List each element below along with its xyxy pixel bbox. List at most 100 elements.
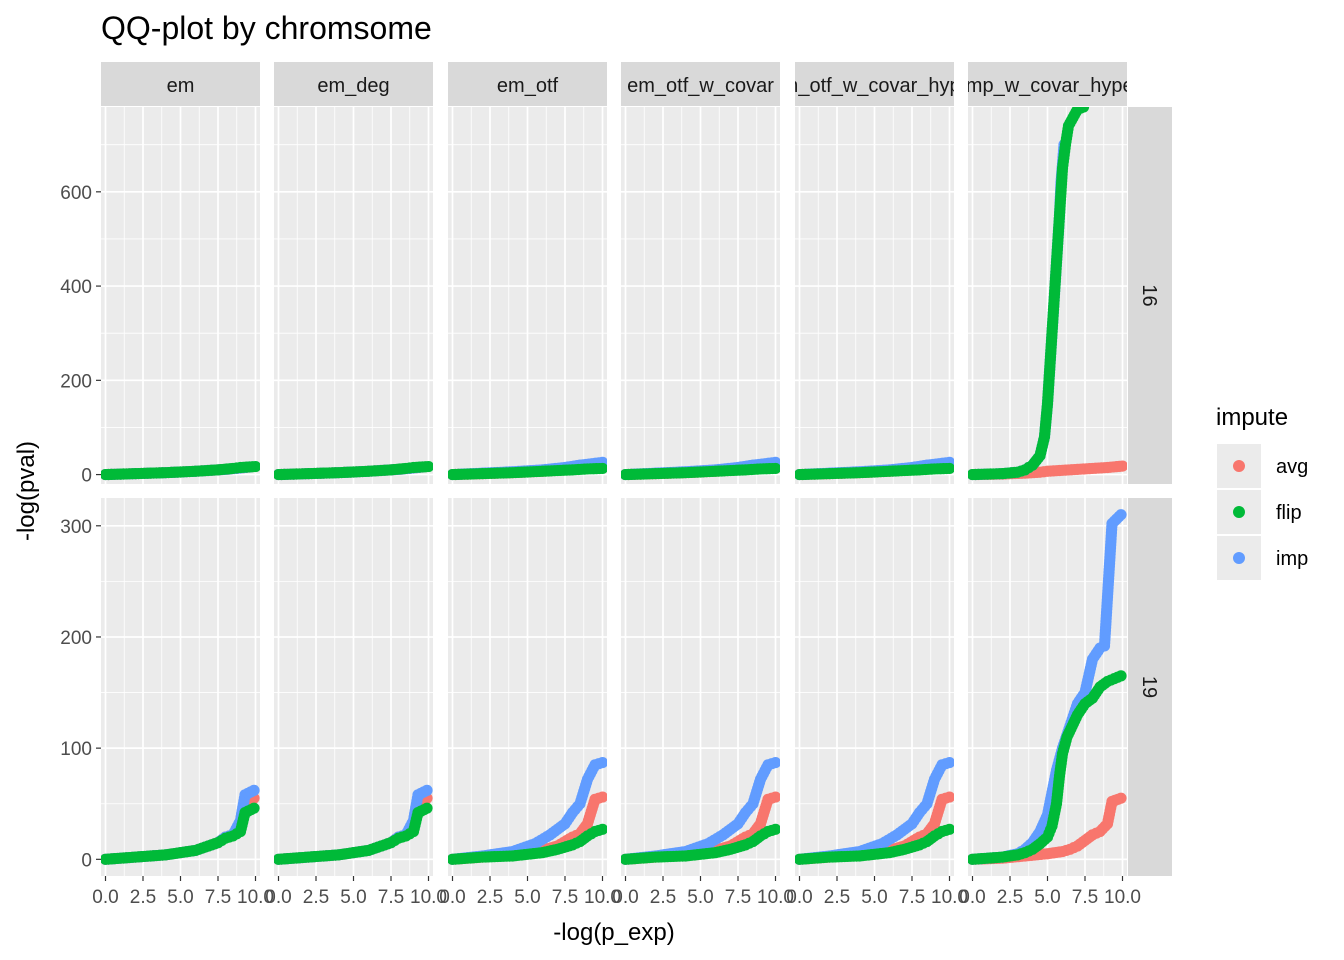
series-flip — [101, 460, 260, 481]
facet-grid — [101, 107, 1127, 876]
facet-column-label: emp_w_covar_hyper — [955, 75, 1141, 97]
legend-marker-avg — [1233, 460, 1245, 472]
series-flip — [968, 107, 1090, 481]
x-tick-label: 7.5 — [899, 887, 925, 908]
x-tick-label: 0.0 — [92, 887, 118, 908]
x-tick-label: 7.5 — [1072, 887, 1098, 908]
x-tick-label: 0.0 — [786, 887, 812, 908]
panel-points — [101, 784, 260, 865]
strip-background — [1128, 107, 1172, 484]
data-point-avg — [596, 791, 607, 803]
chart-title: QQ-plot by chromsome — [101, 10, 432, 46]
data-point-imp — [943, 757, 954, 769]
legend-item-flip: flip — [1217, 490, 1302, 534]
x-tick-label: 7.5 — [725, 887, 751, 908]
panel-points — [968, 107, 1127, 481]
facet-panel — [448, 498, 607, 876]
x-tick-label: 5.0 — [1034, 887, 1060, 908]
facet-column-label: em_otf_w_covar_hyper — [771, 75, 979, 97]
x-tick-label: 5.0 — [514, 887, 540, 908]
facet-panel — [968, 107, 1127, 484]
data-point-flip — [596, 462, 607, 475]
facet-strip-row: 19 — [1128, 498, 1172, 876]
x-tick-label: 0.0 — [959, 887, 985, 908]
x-tick-label: 10.0 — [410, 887, 447, 908]
data-point-flip — [248, 802, 260, 814]
panel-points — [795, 456, 954, 481]
x-axis-title: -log(p_exp) — [553, 919, 674, 946]
panel-points — [274, 784, 433, 865]
facet-strip-column: em_otf_w_covar — [621, 62, 780, 106]
panel-points — [621, 456, 780, 481]
facet-panel — [448, 107, 607, 484]
facet-strip-column: em_deg — [274, 62, 433, 106]
strip-background — [795, 62, 954, 106]
facet-strip-column: em_otf_w_covar_hyper — [771, 62, 979, 106]
data-point-flip — [596, 823, 607, 835]
facet-panel — [101, 107, 260, 484]
facet-strip-column: em_otf — [448, 62, 607, 106]
x-tick-label: 5.0 — [687, 887, 713, 908]
facet-strips: em em_deg em_otf em_otf_w_covarem_otf_w_cov… — [101, 62, 1172, 876]
data-point-flip — [769, 462, 780, 475]
series-flip — [621, 823, 780, 865]
legend-label-avg: avg — [1276, 456, 1308, 478]
strip-background — [1128, 498, 1172, 876]
data-point-flip — [249, 460, 260, 473]
facet-panel — [101, 498, 260, 876]
data-point-flip — [1077, 107, 1090, 113]
x-tick-label: 5.0 — [167, 887, 193, 908]
x-tick-label: 2.5 — [650, 887, 676, 908]
data-point-avg — [1116, 460, 1127, 472]
legend-item-avg: avg — [1217, 444, 1308, 488]
x-tick-label: 10.0 — [237, 887, 274, 908]
y-tick-label: 0 — [81, 466, 92, 487]
x-tick-label: 10.0 — [584, 887, 621, 908]
x-tick-label: 10.0 — [1104, 887, 1141, 908]
panel-points — [274, 460, 433, 481]
facet-column-label: em_otf — [497, 75, 559, 97]
panel-points — [795, 757, 954, 865]
x-tick-label: 0.0 — [439, 887, 465, 908]
x-tick-label: 10.0 — [757, 887, 794, 908]
legend-marker-imp — [1233, 552, 1245, 564]
y-tick-label: 200 — [60, 628, 92, 649]
series-flip — [448, 462, 607, 481]
y-tick-label: 200 — [60, 371, 92, 392]
data-point-avg — [1115, 792, 1127, 804]
y-tick-label: 600 — [60, 183, 92, 204]
facet-column-label: em_otf_w_covar — [627, 75, 774, 97]
data-point-flip — [943, 823, 954, 835]
data-point-imp — [769, 757, 780, 769]
panel-points — [101, 460, 260, 481]
x-tick-label: 7.5 — [552, 887, 578, 908]
x-tick-label: 0.0 — [612, 887, 638, 908]
legend-label-imp: imp — [1276, 548, 1308, 570]
y-tick-label: 0 — [81, 850, 92, 871]
facet-panel — [274, 107, 433, 484]
panel-points — [448, 757, 607, 865]
data-point-flip — [422, 460, 433, 473]
strip-background — [448, 62, 607, 106]
data-point-flip — [421, 802, 433, 814]
strip-background — [968, 62, 1127, 106]
facet-strip-column: emp_w_covar_hyper — [955, 62, 1141, 106]
series-flip — [101, 802, 260, 865]
x-tick-label: 2.5 — [997, 887, 1023, 908]
series-flip — [274, 802, 433, 865]
facet-panel — [795, 107, 954, 484]
series-flip — [795, 823, 954, 865]
facet-panel — [621, 498, 780, 876]
y-axis-title: -log(pval) — [13, 441, 40, 541]
series-flip — [795, 462, 954, 481]
facet-panel — [274, 498, 433, 876]
facet-row-label: 16 — [1138, 284, 1160, 306]
x-tick-label: 2.5 — [824, 887, 850, 908]
y-tick-label: 300 — [60, 517, 92, 538]
data-point-imp — [248, 784, 260, 796]
series-flip — [968, 670, 1127, 865]
data-point-flip — [769, 823, 780, 835]
x-tick-label: 2.5 — [130, 887, 156, 908]
data-point-imp — [596, 757, 607, 769]
